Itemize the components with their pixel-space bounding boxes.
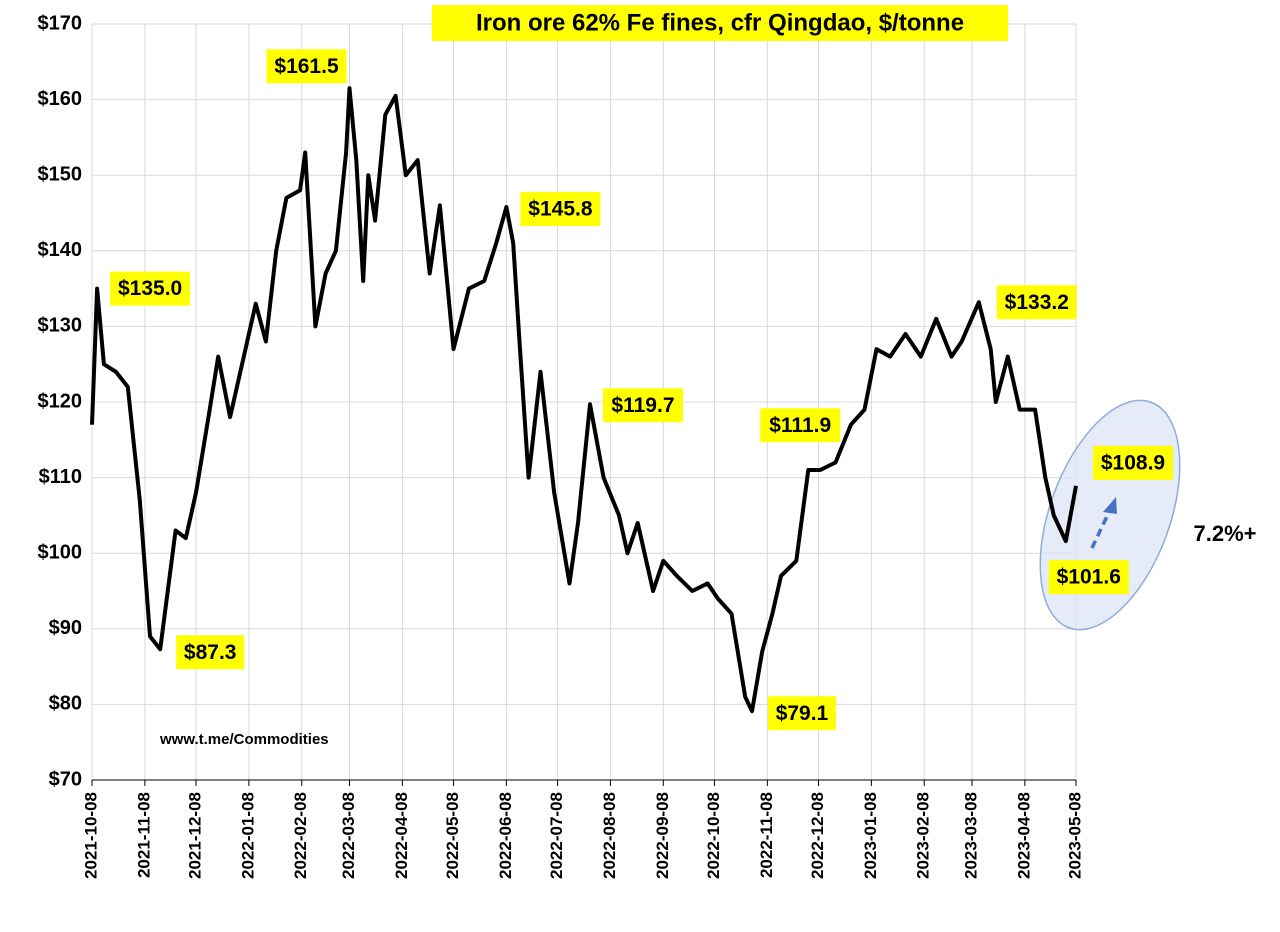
title-box: [432, 5, 1008, 41]
y-tick-label: $80: [49, 693, 82, 715]
plot: $135.0 $87.3 $161.5 $145.8 $119.7 $111.9 $79.1…: [90, 49, 1173, 731]
x-tick-label: 2022-04-08: [392, 792, 411, 879]
x-tick-label: 2023-04-08: [1014, 792, 1033, 879]
x-tick-label: 2023-03-08: [961, 792, 980, 879]
source-label: www.t.me/Commodities: [159, 731, 329, 748]
x-tick-label: 2023-01-08: [861, 792, 880, 879]
y-tick-label: $170: [38, 12, 83, 34]
arrow-shaft: [1090, 509, 1112, 549]
y-tick-label: $130: [38, 315, 83, 337]
annotation-box: [266, 49, 347, 84]
annotation-box: [996, 285, 1077, 320]
annotation-label: $101.6: [1057, 566, 1121, 589]
y-tick-label: $150: [38, 163, 83, 185]
x-tick-label: 2022-09-08: [653, 792, 672, 879]
x-tick-label: 2023-02-08: [914, 792, 933, 879]
annotation-label: $79.1: [776, 702, 829, 725]
annotation-box: [760, 408, 841, 443]
x-tick-label: 2022-03-08: [339, 792, 358, 879]
annotation-box: [1093, 445, 1173, 480]
y-tick-label: $120: [38, 390, 83, 412]
arrow-head: [1103, 497, 1117, 514]
annotation-box: [767, 696, 836, 731]
y-tick-label: $110: [39, 466, 82, 488]
x-tick-label: 2022-05-08: [443, 792, 462, 879]
annotation-label: $108.9: [1101, 451, 1165, 474]
annotation-label: $87.3: [184, 641, 237, 664]
y-tick-label: $140: [38, 239, 83, 261]
x-tick-label: 2021-11-08: [134, 792, 153, 878]
annotation-box: [110, 271, 191, 306]
annotation-label: $133.2: [1005, 291, 1069, 314]
x-tick-label: 2023-05-08: [1065, 792, 1084, 879]
x-tick-label: 2022-02-08: [291, 792, 310, 879]
x-tick-label: 2022-12-08: [808, 792, 827, 879]
annotation-box: [520, 191, 601, 226]
annotation-label: $119.7: [611, 394, 674, 417]
y-tick-label: $90: [49, 617, 82, 639]
x-tick-label: 2021-10-08: [81, 792, 100, 879]
x-tick-label: 2022-07-08: [547, 792, 566, 879]
annotation-box: [176, 635, 245, 670]
x-tick-label: 2022-06-08: [496, 792, 515, 879]
annotation-label: $145.8: [528, 197, 593, 220]
chart-title: Iron ore 62% Fe fines, cfr Qingdao, $/to…: [476, 9, 964, 36]
annotation-box: [602, 388, 683, 423]
x-tick-label: 2021-12-08: [186, 792, 205, 879]
annotation-label: $111.9: [769, 414, 831, 437]
annotation-label: $161.5: [274, 55, 339, 78]
annotation-box: [1048, 560, 1129, 595]
x-tick-label: 2022-01-08: [238, 792, 257, 879]
y-tick-label: $160: [38, 88, 83, 110]
y-tick-label: $100: [38, 541, 83, 563]
x-tick-label: 2022-08-08: [600, 792, 619, 879]
x-tick-label: 2022-10-08: [704, 792, 723, 879]
y-tick-label: $70: [49, 768, 82, 790]
price-line: [90, 86, 1078, 714]
change-label: 7.2%+: [1194, 521, 1257, 546]
x-tick-label: 2022-11-08: [757, 792, 776, 878]
annotation-label: $135.0: [118, 277, 182, 300]
